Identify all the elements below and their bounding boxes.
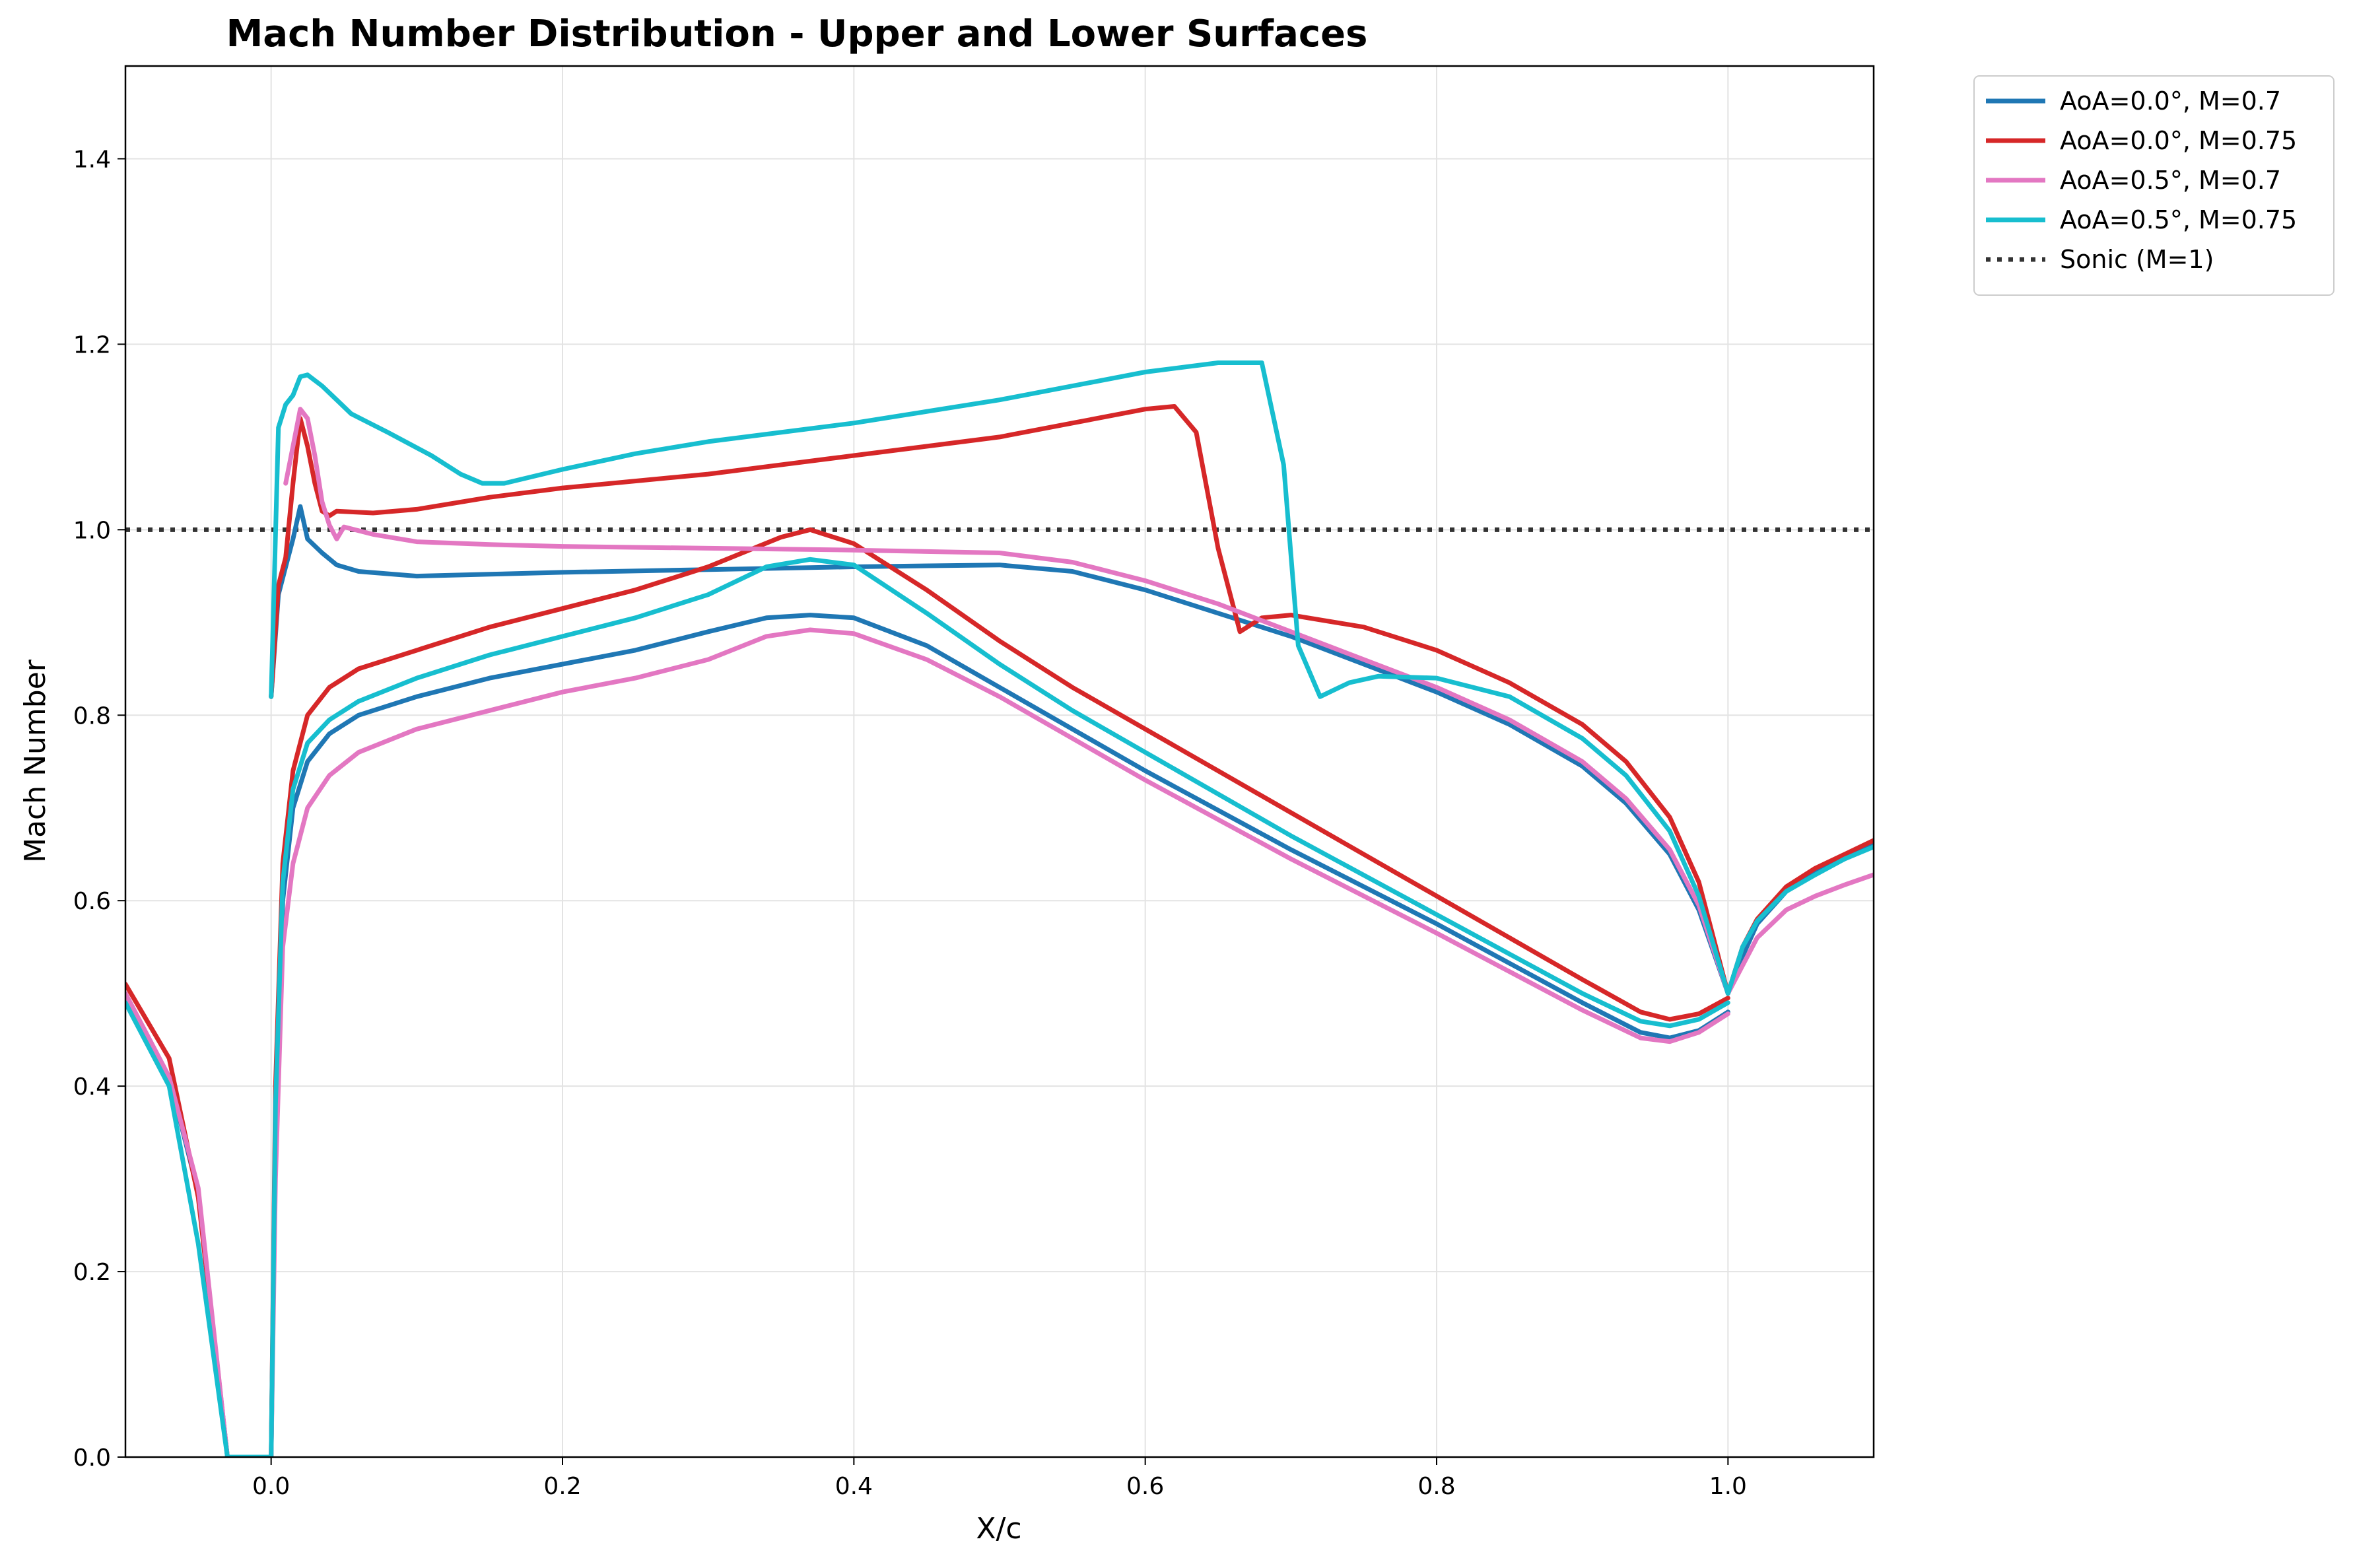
x-tick-label: 1.0: [1709, 1473, 1747, 1500]
x-tick-label: 0.6: [1126, 1473, 1164, 1500]
legend-label: AoA=0.5°, M=0.7: [2060, 166, 2281, 195]
x-tick-label: 0.2: [543, 1473, 581, 1500]
legend: AoA=0.0°, M=0.7 AoA=0.0°, M=0.75 AoA=0.5°,…: [1973, 75, 2335, 296]
y-tick-label: 1.0: [73, 517, 111, 544]
y-tick-label: 1.4: [73, 146, 111, 173]
series-line-wake: [1725, 844, 1874, 996]
legend-label: AoA=0.0°, M=0.75: [2060, 126, 2297, 155]
grid: [125, 66, 1874, 1458]
y-tick-label: 0.2: [73, 1259, 111, 1286]
legend-label: Sonic (M=1): [2060, 245, 2214, 274]
series-line-upper: [283, 407, 1730, 996]
x-axis-label: X/c: [976, 1512, 1021, 1546]
y-tick-label: 0.6: [73, 888, 111, 915]
x-tick-label: 0.4: [835, 1473, 873, 1500]
chart-title: Mach Number Distribution - Upper and Low…: [226, 13, 1368, 55]
series-line-wake: [1725, 872, 1874, 996]
y-tick-label: 0.8: [73, 702, 111, 730]
legend-label: AoA=0.0°, M=0.7: [2060, 86, 2281, 116]
legend-box: [1973, 75, 2335, 296]
y-tick-label: 0.0: [73, 1445, 111, 1472]
legend-label: AoA=0.5°, M=0.75: [2060, 205, 2297, 234]
x-tick-label: 0.8: [1417, 1473, 1455, 1500]
axis-ticks: 0.0 0.2 0.4 0.6 0.8 1.0 0.0 0.2 0.4 0.6 0.8 1.0 1.2 1…: [73, 146, 1747, 1500]
y-axis-label: Mach Number: [18, 659, 52, 863]
series-line-upper: [269, 360, 1730, 996]
plot-frame: [124, 65, 1875, 1458]
x-tick-label: 0.0: [252, 1473, 290, 1500]
series-line-lower: [125, 557, 1730, 1457]
series-lines: [125, 360, 1874, 1457]
y-tick-label: 1.2: [73, 331, 111, 358]
series-line-upper: [269, 404, 1730, 996]
y-tick-label: 0.4: [73, 1074, 111, 1101]
